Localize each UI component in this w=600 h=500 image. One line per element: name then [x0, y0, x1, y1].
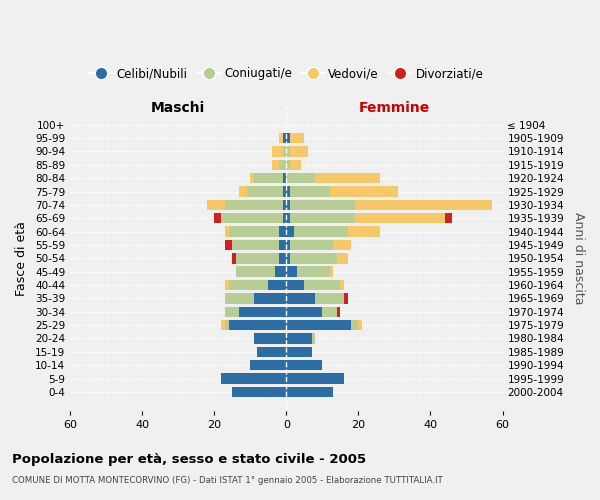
Bar — [254, 173, 283, 184]
Bar — [286, 334, 311, 344]
Bar — [286, 133, 290, 143]
Bar — [257, 346, 286, 357]
Bar — [351, 320, 358, 330]
Bar — [225, 200, 283, 210]
Text: Maschi: Maschi — [151, 102, 205, 116]
Bar — [279, 253, 286, 264]
Bar — [232, 240, 279, 250]
Y-axis label: Fasce di età: Fasce di età — [15, 221, 28, 296]
Bar — [286, 146, 290, 156]
Bar — [286, 374, 344, 384]
Bar — [286, 266, 297, 277]
Bar — [286, 160, 290, 170]
Bar — [250, 360, 286, 370]
Bar — [268, 280, 286, 290]
Bar — [272, 160, 279, 170]
Bar — [286, 306, 322, 317]
Bar — [283, 133, 286, 143]
Bar — [221, 320, 225, 330]
Bar — [225, 306, 239, 317]
Bar — [232, 253, 236, 264]
Bar — [225, 280, 229, 290]
Bar — [290, 240, 333, 250]
Bar — [254, 334, 286, 344]
Bar — [250, 173, 254, 184]
Bar — [275, 266, 286, 277]
Bar — [286, 226, 293, 237]
Bar — [221, 374, 286, 384]
Bar — [329, 266, 333, 277]
Bar — [239, 306, 286, 317]
Bar — [333, 240, 351, 250]
Bar — [286, 346, 311, 357]
Bar — [315, 293, 344, 304]
Bar — [232, 386, 286, 397]
Bar — [286, 213, 290, 224]
Bar — [225, 293, 254, 304]
Bar — [445, 213, 452, 224]
Bar — [229, 226, 279, 237]
Y-axis label: Anni di nascita: Anni di nascita — [572, 212, 585, 304]
Bar — [290, 186, 329, 197]
Bar — [355, 213, 445, 224]
Bar — [286, 186, 290, 197]
Bar — [290, 146, 308, 156]
Bar — [297, 266, 329, 277]
Bar — [279, 133, 283, 143]
Bar — [286, 173, 315, 184]
Bar — [340, 280, 344, 290]
Text: Femmine: Femmine — [359, 102, 430, 116]
Bar — [286, 320, 351, 330]
Bar — [286, 280, 304, 290]
Bar — [290, 133, 304, 143]
Bar — [347, 226, 380, 237]
Bar — [272, 146, 283, 156]
Bar — [344, 293, 347, 304]
Bar — [290, 200, 355, 210]
Bar — [283, 200, 286, 210]
Bar — [311, 334, 315, 344]
Bar — [286, 293, 315, 304]
Bar — [355, 200, 492, 210]
Bar — [290, 253, 337, 264]
Bar — [286, 386, 333, 397]
Bar — [225, 240, 232, 250]
Bar — [283, 213, 286, 224]
Bar — [225, 226, 229, 237]
Bar — [279, 240, 286, 250]
Bar — [293, 226, 347, 237]
Bar — [329, 186, 398, 197]
Bar — [236, 253, 279, 264]
Bar — [207, 200, 225, 210]
Bar — [283, 173, 286, 184]
Bar — [279, 160, 286, 170]
Bar — [315, 173, 380, 184]
Bar — [290, 213, 355, 224]
Bar — [337, 253, 347, 264]
Bar — [337, 306, 340, 317]
Text: Popolazione per età, sesso e stato civile - 2005: Popolazione per età, sesso e stato civil… — [12, 452, 366, 466]
Bar — [286, 253, 290, 264]
Bar — [225, 320, 229, 330]
Bar — [304, 280, 340, 290]
Legend: Celibi/Nubili, Coniugati/e, Vedovi/e, Divorziati/e: Celibi/Nubili, Coniugati/e, Vedovi/e, Di… — [85, 63, 488, 85]
Bar — [239, 186, 247, 197]
Bar — [283, 146, 286, 156]
Text: COMUNE DI MOTTA MONTECORVINO (FG) - Dati ISTAT 1° gennaio 2005 - Elaborazione TU: COMUNE DI MOTTA MONTECORVINO (FG) - Dati… — [12, 476, 443, 485]
Bar — [247, 186, 283, 197]
Bar — [229, 320, 286, 330]
Bar — [290, 160, 301, 170]
Bar — [229, 280, 268, 290]
Bar — [221, 213, 283, 224]
Bar — [236, 266, 275, 277]
Bar — [214, 213, 221, 224]
Bar — [279, 226, 286, 237]
Bar — [322, 306, 337, 317]
Bar — [283, 186, 286, 197]
Bar — [358, 320, 362, 330]
Bar — [286, 360, 322, 370]
Bar — [254, 293, 286, 304]
Bar — [286, 240, 290, 250]
Bar — [286, 200, 290, 210]
